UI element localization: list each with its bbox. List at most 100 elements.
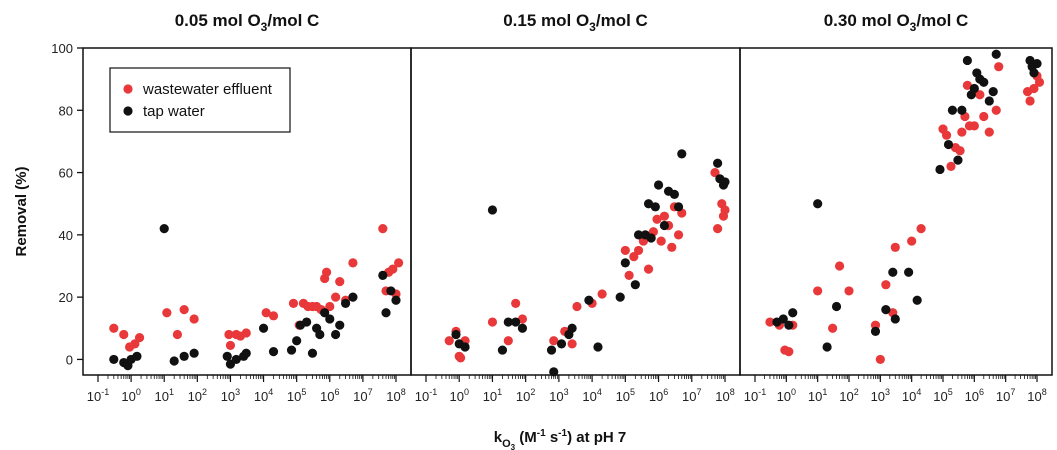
data-point [991, 49, 1001, 59]
data-point [788, 308, 798, 318]
data-point [659, 220, 670, 231]
data-point [302, 317, 312, 327]
data-point [630, 280, 640, 290]
data-point [765, 317, 775, 327]
data-point [831, 301, 842, 312]
data-point [975, 90, 985, 100]
data-point [497, 345, 508, 355]
data-point [828, 323, 838, 333]
x-tick-label: 107 [996, 387, 1015, 404]
data-point [888, 267, 898, 277]
data-point [320, 308, 330, 318]
data-point [953, 155, 963, 165]
data-point [962, 80, 972, 90]
series-wastewater-effluent [109, 224, 404, 352]
data-point [378, 224, 388, 234]
x-tick-label: 10-1 [744, 387, 766, 404]
x-tick-label: 105 [287, 387, 306, 404]
data-point [511, 298, 521, 308]
data-point [386, 286, 396, 296]
x-tick-label: 104 [902, 387, 921, 404]
data-point [941, 130, 952, 140]
x-tick-label: 105 [616, 387, 635, 404]
data-point [904, 267, 914, 277]
data-point [455, 353, 466, 363]
legend-label: tap water [143, 103, 205, 120]
y-tick-label: 0 [66, 352, 73, 367]
y-tick-label: 20 [59, 290, 73, 305]
x-tick-label: 104 [254, 387, 273, 404]
data-point [1032, 58, 1042, 69]
data-point [348, 292, 358, 302]
data-point [378, 270, 388, 280]
data-point [331, 329, 341, 340]
data-point [261, 308, 271, 318]
x-tick-label: 107 [682, 387, 701, 404]
data-point [713, 224, 723, 234]
series-tap-water [109, 224, 401, 371]
data-point [288, 298, 299, 308]
y-tick-label: 100 [51, 41, 73, 56]
data-point [881, 280, 891, 290]
x-tick-label: 103 [549, 387, 568, 404]
data-point [652, 214, 662, 224]
x-tick-label: 108 [715, 387, 734, 404]
axis-labels: Removal (%) kO3 (M-1 s-1) at pH 7 [13, 166, 626, 450]
panel-title: 0.30 mol O3/mol C [824, 11, 969, 34]
data-point [962, 55, 972, 66]
x-tick-label: 103 [221, 387, 240, 404]
data-point [667, 242, 677, 252]
x-tick-label: 100 [777, 387, 796, 404]
panel-title: 0.15 mol O3/mol C [503, 11, 648, 34]
data-point [969, 83, 979, 94]
data-point [935, 164, 945, 175]
data-point [307, 348, 318, 358]
data-point [451, 329, 461, 340]
data-point [979, 111, 989, 122]
data-point [994, 62, 1004, 72]
data-point [991, 105, 1001, 115]
data-point [169, 356, 179, 366]
legend-label: wastewater effluent [142, 81, 273, 98]
data-point [834, 261, 845, 271]
data-point [720, 177, 730, 187]
x-tick-label: 102 [516, 387, 535, 404]
data-point [813, 286, 823, 296]
data-point [1029, 83, 1039, 94]
data-point [673, 202, 684, 212]
data-point [549, 336, 559, 346]
data-point [916, 224, 926, 234]
data-point [241, 328, 251, 338]
x-tick-label: 10-1 [87, 387, 109, 404]
data-point [784, 347, 794, 357]
data-point [381, 308, 391, 318]
data-point [1025, 96, 1035, 106]
data-point [325, 301, 335, 312]
series-wastewater-effluent [444, 167, 730, 363]
data-point [890, 242, 900, 252]
data-point [159, 224, 169, 234]
legend-box [109, 67, 291, 133]
series-tap-water [451, 149, 730, 377]
data-point [946, 161, 956, 171]
data-point [335, 320, 345, 330]
y-axis-label: Removal (%) [13, 166, 30, 256]
data-point [340, 298, 351, 308]
x-tick-label: 104 [582, 387, 601, 404]
panels-group: 0.05 mol O3/mol C 0 20 40 60 80 100 10-1 100 101 1… [51, 11, 1053, 404]
data-point [241, 348, 251, 358]
data-point [633, 245, 644, 256]
series-wastewater-effluent [765, 62, 1045, 365]
data-point [268, 311, 279, 321]
x-tick-label: 101 [483, 387, 502, 404]
x-tick-label: 101 [808, 387, 827, 404]
data-point [172, 329, 182, 340]
data-point [315, 329, 325, 340]
data-point [620, 258, 630, 268]
x-tick-label: 106 [649, 387, 668, 404]
data-point [650, 202, 660, 212]
data-point [348, 258, 358, 268]
legend: wastewater effluent tap water [109, 67, 291, 133]
data-point [335, 276, 345, 287]
data-point [984, 96, 994, 106]
